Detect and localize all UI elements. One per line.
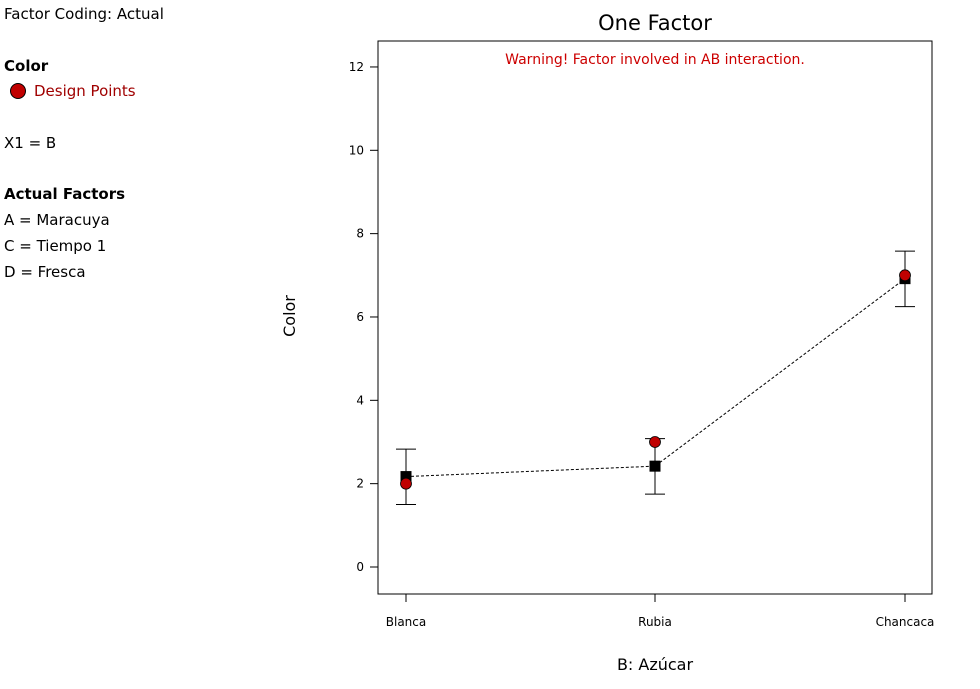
- y-tick-label: 6: [356, 310, 364, 324]
- x-tick-label: Chancaca: [876, 615, 935, 629]
- x-tick-label: Rubia: [638, 615, 672, 629]
- legend-label: Design Points: [34, 82, 136, 100]
- y-tick-label: 10: [349, 143, 364, 157]
- design-point: [649, 436, 661, 448]
- y-tick-label: 12: [349, 60, 364, 74]
- response-heading: Color: [4, 57, 49, 75]
- factor-a: A = Maracuya: [4, 211, 110, 229]
- y-tick-label: 0: [356, 560, 364, 574]
- y-axis-label: Color: [280, 295, 299, 337]
- factor-c: C = Tiempo 1: [4, 237, 107, 255]
- mean-marker: [400, 471, 412, 483]
- warning-text: Warning! Factor involved in AB interacti…: [505, 52, 805, 68]
- mean-line: [405, 278, 906, 478]
- plot-frame: [377, 40, 933, 595]
- y-tick-label: 8: [356, 227, 364, 241]
- factor-coding: Factor Coding: Actual: [4, 5, 164, 23]
- design-point: [400, 477, 412, 490]
- chart-title: One Factor: [598, 11, 712, 35]
- factor-d: D = Fresca: [4, 263, 86, 281]
- mean-marker: [649, 460, 661, 472]
- legend-design-points: Design Points: [10, 82, 136, 100]
- design-point-icon: [10, 83, 26, 99]
- design-point: [899, 269, 911, 282]
- y-tick-label: 2: [356, 477, 364, 491]
- x1-label: X1 = B: [4, 134, 57, 152]
- actual-factors-heading: Actual Factors: [4, 185, 126, 203]
- y-tick-label: 4: [356, 393, 364, 407]
- x-axis-label: B: Azúcar: [617, 655, 694, 674]
- x-tick-label: Blanca: [386, 615, 426, 629]
